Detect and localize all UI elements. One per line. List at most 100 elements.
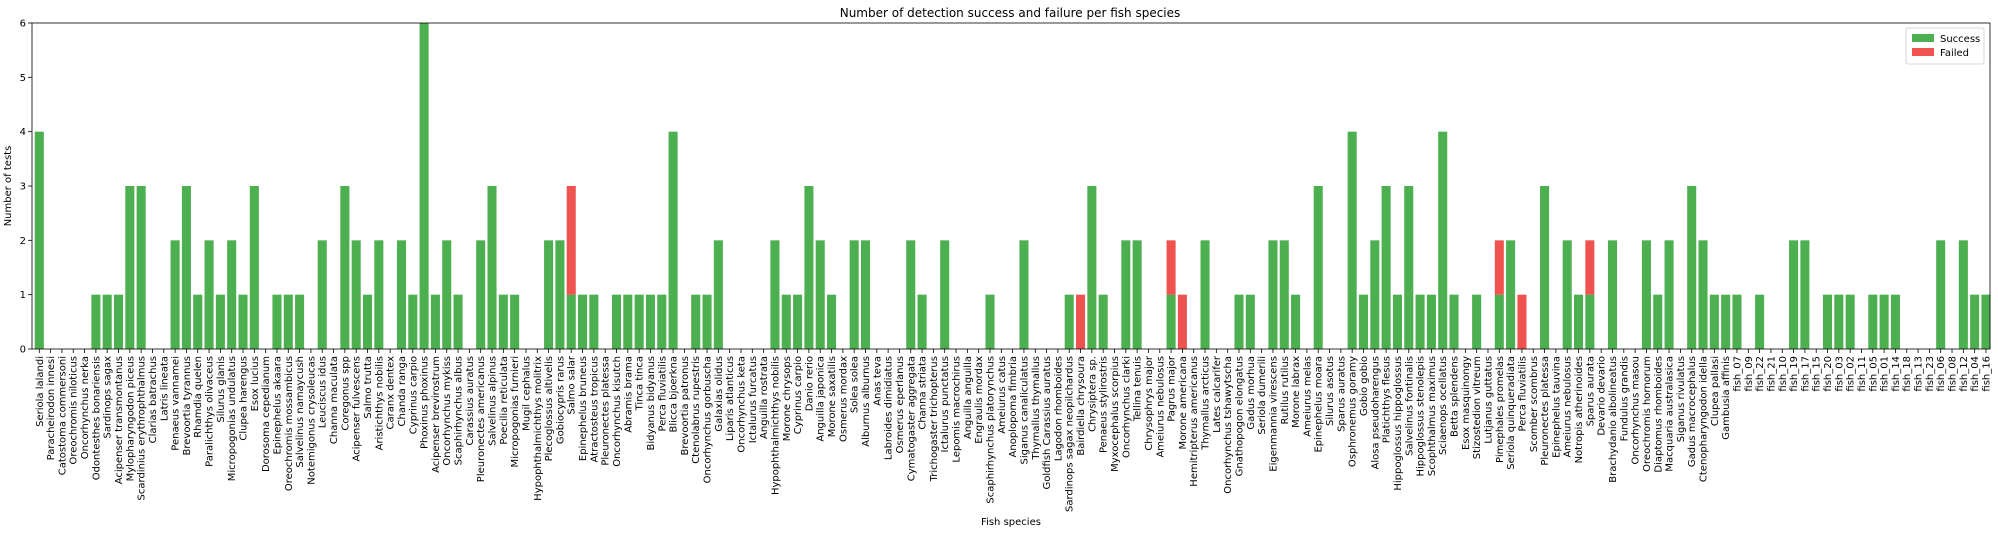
x-tick-label: Oncorhynchus clarki bbox=[1121, 356, 1132, 458]
x-tick-label: Tinca tinca bbox=[635, 356, 646, 411]
x-tick-label: Micropogonias furnieri bbox=[510, 356, 521, 467]
x-tick-label: Ameiurus nebulosus bbox=[1563, 356, 1574, 458]
y-tick-label: 1 bbox=[20, 290, 26, 301]
bar-success bbox=[713, 240, 723, 349]
bar-success bbox=[419, 23, 429, 349]
x-tick-label: Pimephales promelas bbox=[1495, 356, 1506, 463]
x-tick-label: Epinephelus moara bbox=[1314, 356, 1325, 453]
x-tick-label: Seriola dumerili bbox=[1257, 356, 1268, 435]
bar-success bbox=[498, 294, 508, 349]
x-axis-title: Fish species bbox=[981, 517, 1041, 528]
x-tick-label: Oncorhynchus masou bbox=[1631, 356, 1642, 464]
x-tick-label: Rutilus rutilus bbox=[1280, 356, 1291, 425]
bar-success bbox=[487, 186, 497, 349]
bar-success bbox=[1064, 294, 1074, 349]
bar-success bbox=[1449, 294, 1459, 349]
bar-success bbox=[770, 240, 780, 349]
bar-success bbox=[917, 294, 927, 349]
x-tick-label: fish_10 bbox=[1778, 356, 1789, 392]
x-tick-label: Plecoglossus altivelis bbox=[544, 356, 555, 461]
x-tick-label: Sardinops sagax neopilchardus bbox=[1065, 356, 1076, 512]
x-tick-label: Tellina tenuis bbox=[1133, 356, 1144, 422]
x-tick-label: Lutjanus guttatus bbox=[1483, 356, 1494, 444]
x-tick-label: Sparus aurata bbox=[1585, 356, 1596, 426]
bar-success bbox=[1709, 294, 1719, 349]
bar-success bbox=[1392, 294, 1402, 349]
bar-success bbox=[193, 294, 203, 349]
x-tick-label: Brachydanio albolineatus bbox=[1608, 356, 1619, 483]
x-tick-label: fish_12 bbox=[1959, 356, 1970, 392]
x-tick-label: Silurus asotus bbox=[1325, 356, 1336, 426]
bar-success bbox=[1381, 186, 1391, 349]
bar-success bbox=[668, 131, 678, 349]
bar-success bbox=[1585, 294, 1595, 349]
x-tick-label: fish_22 bbox=[1755, 356, 1766, 392]
x-tick-label: Notropis atherinoides bbox=[1574, 356, 1585, 463]
bar-failed bbox=[1177, 294, 1187, 349]
x-tick-label: Poecilia reticulata bbox=[499, 356, 510, 445]
x-tick-label: Caranx dentex bbox=[386, 356, 397, 430]
x-tick-label: Acipenser fulvescens bbox=[352, 356, 363, 462]
bar-success bbox=[1347, 131, 1357, 349]
bar-success bbox=[295, 294, 305, 349]
x-tick-label: Sparus auratus bbox=[1336, 356, 1347, 432]
bar-success bbox=[623, 294, 633, 349]
bar-success bbox=[1755, 294, 1765, 349]
x-tick-label: Sardinops sagax bbox=[103, 356, 114, 439]
x-tick-label: Dorosoma cepedianum bbox=[261, 356, 272, 472]
y-tick-label: 2 bbox=[20, 236, 26, 247]
x-tick-label: fish_07 bbox=[1732, 356, 1743, 392]
x-tick-label: Ctenopharyngodon idella bbox=[1699, 356, 1710, 482]
x-tick-label: Paralichthys olivaceus bbox=[205, 356, 216, 467]
x-tick-label: Osphronemus goramy bbox=[1348, 356, 1359, 467]
x-tick-label: fish_19 bbox=[1789, 356, 1800, 392]
x-tick-label: Gadus macrocephalus bbox=[1687, 356, 1698, 467]
x-tick-label: Anoplopoma fimbria bbox=[1008, 356, 1019, 457]
bar-success bbox=[1358, 294, 1369, 349]
x-tick-label: Mugil cephalus bbox=[521, 356, 532, 431]
bar-success bbox=[906, 240, 916, 349]
x-tick-label: Devario devario bbox=[1597, 356, 1608, 436]
x-tick-label: Coregonus spp bbox=[340, 356, 351, 431]
x-tick-label: fish_13 bbox=[1914, 356, 1925, 392]
x-tick-label: Cymatogaster aggregata bbox=[906, 356, 917, 481]
x-tick-label: Salvelinus alpinus bbox=[488, 356, 499, 446]
x-tick-label: fish_20 bbox=[1823, 356, 1834, 392]
bar-success bbox=[1540, 186, 1550, 349]
bar-success bbox=[476, 240, 486, 349]
x-tick-label: Salvelinus namaycush bbox=[295, 356, 306, 468]
x-tick-label: Gobiocypris rarus bbox=[555, 356, 566, 444]
x-tick-label: Lates calcarifer bbox=[1212, 355, 1223, 433]
bar-success bbox=[238, 294, 248, 349]
x-tick-label: Gambusia affinis bbox=[1721, 356, 1732, 440]
bar-success bbox=[1607, 240, 1618, 349]
x-tick-label: Myxocephalus scorpius bbox=[1110, 356, 1121, 472]
x-tick-label: Cyprinus carpio bbox=[793, 356, 804, 434]
x-tick-label: Morone saxatilis bbox=[827, 356, 838, 437]
bar-success bbox=[136, 186, 146, 349]
x-tick-label: fish_16 bbox=[1981, 356, 1992, 392]
bar-success bbox=[702, 294, 712, 349]
x-tick-label: Solea solea bbox=[850, 356, 861, 413]
bar-success bbox=[1981, 294, 1991, 349]
legend: Success Failed bbox=[1905, 27, 1985, 65]
bar-success bbox=[1438, 131, 1448, 349]
bar-success bbox=[1721, 294, 1731, 349]
bar-success bbox=[1890, 294, 1900, 349]
x-tick-label: Brevoortia patronus bbox=[680, 356, 691, 455]
bar-success bbox=[204, 240, 214, 349]
x-tick-label: Penaeus stylirostris bbox=[1099, 356, 1110, 453]
x-tick-label: Seriola lalandi bbox=[35, 356, 46, 427]
x-tick-label: Sciaenops ocellatus bbox=[1438, 356, 1449, 455]
x-tick-label: Acipenser transmontanus bbox=[114, 356, 125, 484]
bar-success bbox=[940, 240, 950, 349]
bar-success bbox=[793, 294, 803, 349]
bar-success bbox=[691, 294, 701, 349]
x-tick-label: fish_08 bbox=[1948, 356, 1959, 392]
bar-success bbox=[1098, 294, 1108, 349]
bar-success bbox=[1845, 294, 1855, 349]
x-tick-label: Alosa pseudoharengus bbox=[1370, 356, 1381, 470]
x-tick-labels: Seriola lalandi Paracheirodon innesi Catos… bbox=[35, 349, 1992, 512]
x-tick-label: fish_04 bbox=[1970, 356, 1981, 392]
